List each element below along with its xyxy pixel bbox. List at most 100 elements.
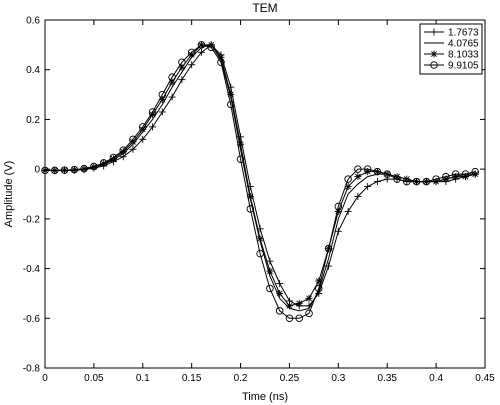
data-point-plus bbox=[266, 257, 274, 265]
data-point-plus bbox=[149, 123, 157, 131]
star-marker-d2 bbox=[354, 173, 361, 180]
x-tick-label: 0.2 bbox=[234, 373, 248, 384]
data-point-circle bbox=[256, 249, 264, 258]
data-point-circle bbox=[412, 177, 421, 186]
legend-label: 8.1033 bbox=[448, 50, 479, 61]
data-point-circle bbox=[334, 202, 343, 211]
data-point-circle bbox=[109, 153, 118, 162]
data-point-circle bbox=[442, 172, 450, 181]
x-tick-label: 0 bbox=[42, 373, 48, 384]
y-tick-label: 0.2 bbox=[26, 115, 40, 126]
data-point-plus bbox=[354, 192, 362, 200]
data-point-plus bbox=[158, 108, 166, 116]
series-9.9105 bbox=[41, 41, 479, 323]
x-tick-label: 0.45 bbox=[475, 373, 495, 384]
data-point-circle bbox=[393, 175, 401, 183]
data-point-plus bbox=[373, 178, 381, 186]
star-marker-d2 bbox=[286, 302, 293, 309]
star-marker-d2 bbox=[433, 178, 440, 185]
data-point-circle bbox=[451, 170, 460, 178]
star-marker-d2 bbox=[442, 176, 449, 183]
data-point-plus bbox=[139, 135, 147, 143]
data-point-circle bbox=[178, 58, 186, 67]
data-point-star bbox=[295, 299, 303, 307]
legend-label: 9.9105 bbox=[448, 61, 479, 72]
data-point-star bbox=[430, 50, 438, 58]
x-tick-label: 0.35 bbox=[377, 373, 397, 384]
data-point-circle bbox=[324, 244, 333, 253]
data-point-circle bbox=[99, 159, 108, 167]
data-point-circle bbox=[363, 165, 372, 173]
y-axis-label: Amplitude (V) bbox=[3, 161, 15, 228]
data-point-circle bbox=[354, 165, 362, 173]
star-marker-d2 bbox=[431, 51, 437, 57]
star-marker-d2 bbox=[237, 141, 244, 148]
data-point-circle bbox=[187, 48, 196, 57]
data-point-circle bbox=[148, 108, 157, 116]
data-point-star bbox=[276, 289, 284, 297]
plot-area bbox=[44, 19, 486, 369]
star-marker-d2 bbox=[452, 173, 459, 180]
data-point-circle bbox=[236, 155, 245, 163]
data-point-circle bbox=[80, 164, 88, 173]
data-point-plus bbox=[129, 145, 137, 153]
y-tick-label: -0.8 bbox=[23, 364, 41, 375]
data-point-plus bbox=[197, 48, 205, 56]
chart-title: TEM bbox=[252, 1, 277, 15]
data-point-circle bbox=[246, 205, 255, 213]
star-marker-d2 bbox=[315, 278, 322, 284]
star-marker-d2 bbox=[257, 235, 264, 242]
data-point-circle bbox=[41, 166, 49, 175]
data-point-plus bbox=[178, 76, 186, 84]
data-point-circle bbox=[129, 135, 137, 144]
series-layer bbox=[41, 41, 479, 323]
data-point-plus bbox=[188, 61, 196, 69]
data-point-circle bbox=[295, 314, 303, 323]
data-point-circle bbox=[60, 166, 69, 174]
data-point-circle bbox=[51, 166, 59, 175]
data-point-circle bbox=[461, 170, 470, 178]
x-axis-label: Time (ns) bbox=[242, 391, 288, 403]
y-tick-label: -0.2 bbox=[23, 214, 41, 225]
data-point-star bbox=[285, 302, 293, 310]
data-point-circle bbox=[139, 123, 147, 131]
data-point-circle bbox=[471, 167, 479, 176]
data-point-plus bbox=[364, 183, 372, 191]
data-point-star bbox=[266, 267, 274, 275]
data-point-circle bbox=[275, 307, 284, 315]
data-point-circle bbox=[373, 167, 382, 176]
data-point-star bbox=[305, 294, 313, 302]
star-marker-d2 bbox=[462, 173, 469, 180]
y-tick-label: 0 bbox=[34, 165, 40, 176]
y-tick-label: 0.4 bbox=[26, 65, 40, 76]
data-point-circle bbox=[422, 177, 431, 186]
legend-label: 4.0765 bbox=[448, 39, 479, 50]
star-marker-d2 bbox=[472, 171, 479, 178]
data-point-circle bbox=[344, 175, 352, 183]
star-marker-d2 bbox=[276, 290, 283, 297]
legend-entry: 9.9105 bbox=[424, 61, 479, 72]
data-point-circle bbox=[315, 284, 323, 293]
x-tick-label: 0.3 bbox=[331, 373, 345, 384]
star-marker-d2 bbox=[266, 268, 273, 274]
data-point-star bbox=[256, 235, 264, 243]
data-point-plus bbox=[276, 279, 284, 287]
legend-entry: 4.0765 bbox=[424, 39, 479, 50]
data-point-circle bbox=[430, 61, 438, 69]
data-point-circle bbox=[266, 284, 274, 293]
data-point-circle bbox=[403, 177, 411, 186]
star-marker-d2 bbox=[149, 111, 156, 118]
data-point-plus bbox=[430, 28, 438, 36]
star-marker-d2 bbox=[306, 295, 312, 302]
data-point-plus bbox=[334, 227, 342, 235]
y-tick-label: 0.6 bbox=[26, 16, 40, 27]
data-point-circle bbox=[90, 162, 98, 171]
data-point-circle bbox=[217, 58, 225, 67]
data-point-circle bbox=[227, 100, 235, 109]
data-point-circle bbox=[207, 43, 215, 52]
legend-label: 1.7673 bbox=[448, 28, 479, 39]
data-point-plus bbox=[168, 93, 176, 101]
x-tick-label: 0.15 bbox=[182, 373, 202, 384]
